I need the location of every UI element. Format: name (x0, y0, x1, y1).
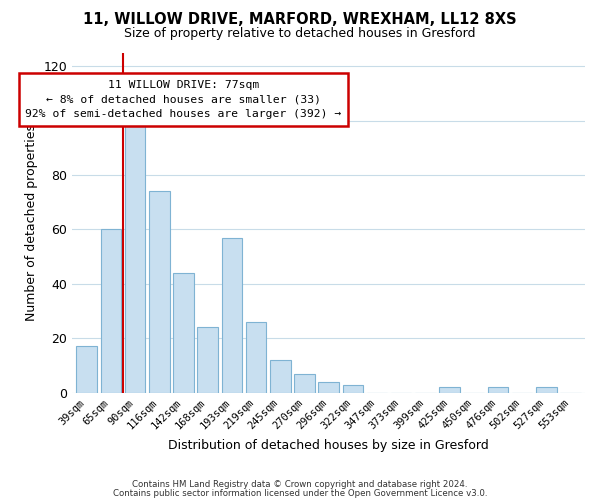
Bar (319, 382, 339, 392)
Bar (173, 273, 194, 392)
Bar (270, 360, 290, 392)
Bar (149, 192, 170, 392)
Bar (439, 388, 460, 392)
X-axis label: Distribution of detached houses by size in Gresford: Distribution of detached houses by size … (168, 440, 489, 452)
Text: Size of property relative to detached houses in Gresford: Size of property relative to detached ho… (124, 28, 476, 40)
Bar (536, 388, 557, 392)
Bar (488, 388, 508, 392)
Bar (125, 126, 145, 392)
Text: 11 WILLOW DRIVE: 77sqm
← 8% of detached houses are smaller (33)
92% of semi-deta: 11 WILLOW DRIVE: 77sqm ← 8% of detached … (25, 80, 341, 120)
Y-axis label: Number of detached properties: Number of detached properties (25, 124, 38, 321)
Text: 11, WILLOW DRIVE, MARFORD, WREXHAM, LL12 8XS: 11, WILLOW DRIVE, MARFORD, WREXHAM, LL12… (83, 12, 517, 28)
Bar (246, 322, 266, 392)
Bar (101, 230, 121, 392)
Text: Contains public sector information licensed under the Open Government Licence v3: Contains public sector information licen… (113, 488, 487, 498)
Bar (76, 346, 97, 393)
Bar (197, 328, 218, 392)
Text: Contains HM Land Registry data © Crown copyright and database right 2024.: Contains HM Land Registry data © Crown c… (132, 480, 468, 489)
Bar (343, 384, 363, 392)
Bar (221, 238, 242, 392)
Bar (294, 374, 315, 392)
